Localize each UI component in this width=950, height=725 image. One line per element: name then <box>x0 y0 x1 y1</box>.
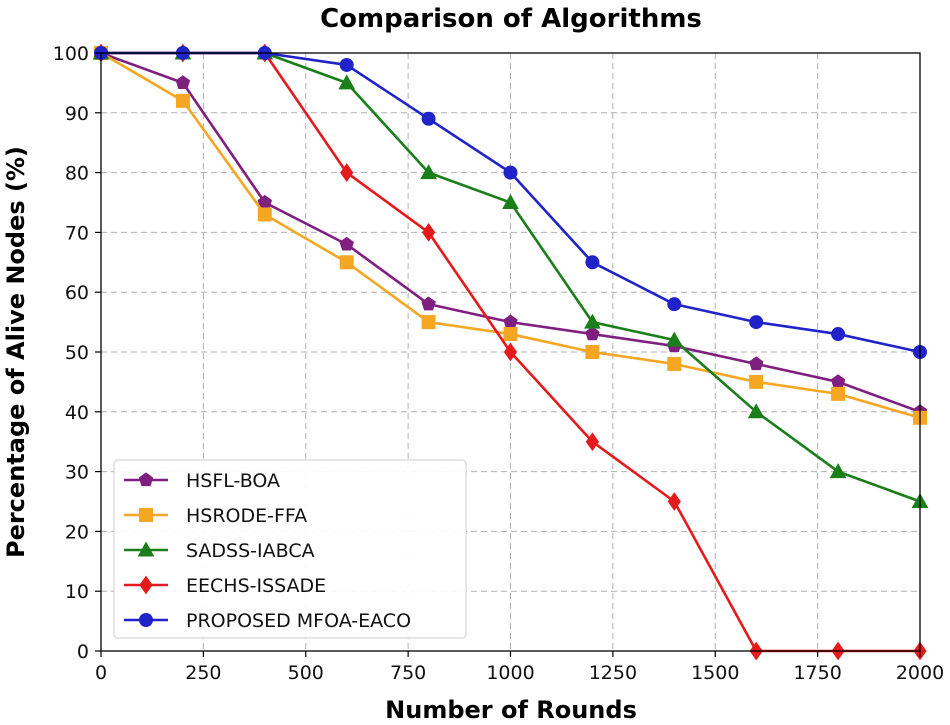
data-point-sadss-iabca <box>829 463 847 479</box>
x-tick-label: 2000 <box>896 662 944 684</box>
data-point-hsrode-ffa <box>749 374 764 389</box>
data-point-proposed-mfoa-eaco <box>503 165 518 180</box>
data-point-hsrode-ffa <box>831 386 846 401</box>
x-tick-label: 1750 <box>793 662 841 684</box>
data-point-proposed-mfoa-eaco <box>749 315 764 330</box>
legend-label-proposed-mfoa-eaco: PROPOSED MFOA-EACO <box>186 610 411 632</box>
y-tick-label: 40 <box>65 402 89 424</box>
data-point-eechs-issade <box>585 432 600 452</box>
data-point-proposed-mfoa-eaco <box>421 111 436 126</box>
y-tick-label: 70 <box>65 222 89 244</box>
data-point-hsfl-boa <box>421 296 436 311</box>
data-point-sadss-iabca <box>502 193 519 209</box>
data-point-hsrode-ffa <box>667 356 682 371</box>
axes: 0 250 500 750 1000 1250 1500 1750 2000 0 10 20 30 40 5… <box>53 43 944 684</box>
legend-box <box>113 459 467 639</box>
legend-entry-hsfl-boa: HSFL-BOA <box>124 470 280 492</box>
data-point-sadss-iabca <box>584 313 601 329</box>
chart-title: Comparison of Algorithms <box>320 4 702 34</box>
data-point-sadss-iabca <box>420 164 437 180</box>
legend-marker-proposed-mfoa-eaco <box>139 613 153 627</box>
legend-label-hsrode-ffa: HSRODE-FFA <box>186 505 307 527</box>
legend-marker-sadss-iabca <box>137 541 155 557</box>
y-tick-label: 30 <box>65 462 89 484</box>
y-tick-label: 0 <box>77 641 89 663</box>
legend-marker-hsrode-ffa <box>139 508 153 522</box>
data-point-eechs-issade <box>503 342 518 362</box>
data-point-eechs-issade <box>667 492 681 511</box>
data-point-hsfl-boa <box>748 356 764 371</box>
data-point-hsrode-ffa <box>339 255 354 270</box>
data-point-hsrode-ffa <box>421 315 436 330</box>
x-tick-label: 500 <box>288 662 324 684</box>
legend-entry-proposed-mfoa-eaco: PROPOSED MFOA-EACO <box>124 610 411 632</box>
data-point-sadss-iabca <box>747 403 765 419</box>
legend-label-sadss-iabca: SADSS-IABCA <box>186 540 315 562</box>
x-tick-label: 250 <box>185 662 221 684</box>
x-tick-label: 1000 <box>486 662 534 684</box>
data-point-proposed-mfoa-eaco <box>339 57 354 72</box>
data-point-eechs-issade <box>340 163 354 182</box>
legend-label-hsfl-boa: HSFL-BOA <box>186 470 280 492</box>
data-point-proposed-mfoa-eaco <box>831 327 846 342</box>
y-tick-label: 90 <box>65 103 89 125</box>
data-point-proposed-mfoa-eaco <box>585 255 600 270</box>
data-point-hsrode-ffa <box>257 207 272 222</box>
legend: HSFL-BOA HSRODE-FFA SADSS-IABCA EECHS-ISSAD… <box>113 459 467 639</box>
series-hsfl-boa <box>93 45 928 418</box>
y-axis-title: Percentage of Alive Nodes (%) <box>2 146 30 558</box>
legend-marker-hsfl-boa <box>138 472 154 487</box>
legend-entry-eechs-issade: EECHS-ISSADE <box>124 575 326 597</box>
data-point-proposed-mfoa-eaco <box>667 297 682 312</box>
y-tick-label: 60 <box>65 282 89 304</box>
x-tick-label: 1500 <box>691 662 739 684</box>
x-tick-label: 1250 <box>589 662 637 684</box>
data-point-hsfl-boa <box>175 75 191 90</box>
data-point-hsfl-boa <box>339 236 354 251</box>
data-point-hsrode-ffa <box>585 345 600 359</box>
data-point-hsrode-ffa <box>175 93 190 108</box>
x-axis-title: Number of Rounds <box>385 696 637 724</box>
data-point-sadss-iabca <box>665 331 683 347</box>
y-tick-label: 20 <box>65 521 89 543</box>
data-point-hsfl-boa <box>585 326 600 341</box>
y-tick-label: 80 <box>65 163 89 185</box>
x-tick-label: 750 <box>390 662 426 684</box>
data-point-eechs-issade <box>421 223 436 242</box>
y-tick-label: 50 <box>65 342 89 364</box>
x-tick-label: 0 <box>95 662 107 684</box>
y-tick-label: 100 <box>53 43 89 65</box>
legend-entry-hsrode-ffa: HSRODE-FFA <box>124 505 307 527</box>
data-point-hsrode-ffa <box>503 327 518 342</box>
y-tick-label: 10 <box>65 581 89 603</box>
data-point-sadss-iabca <box>338 74 356 90</box>
legend-entry-sadss-iabca: SADSS-IABCA <box>124 540 315 562</box>
legend-label-eechs-issade: EECHS-ISSADE <box>186 575 326 597</box>
legend-marker-eechs-issade <box>139 575 153 595</box>
